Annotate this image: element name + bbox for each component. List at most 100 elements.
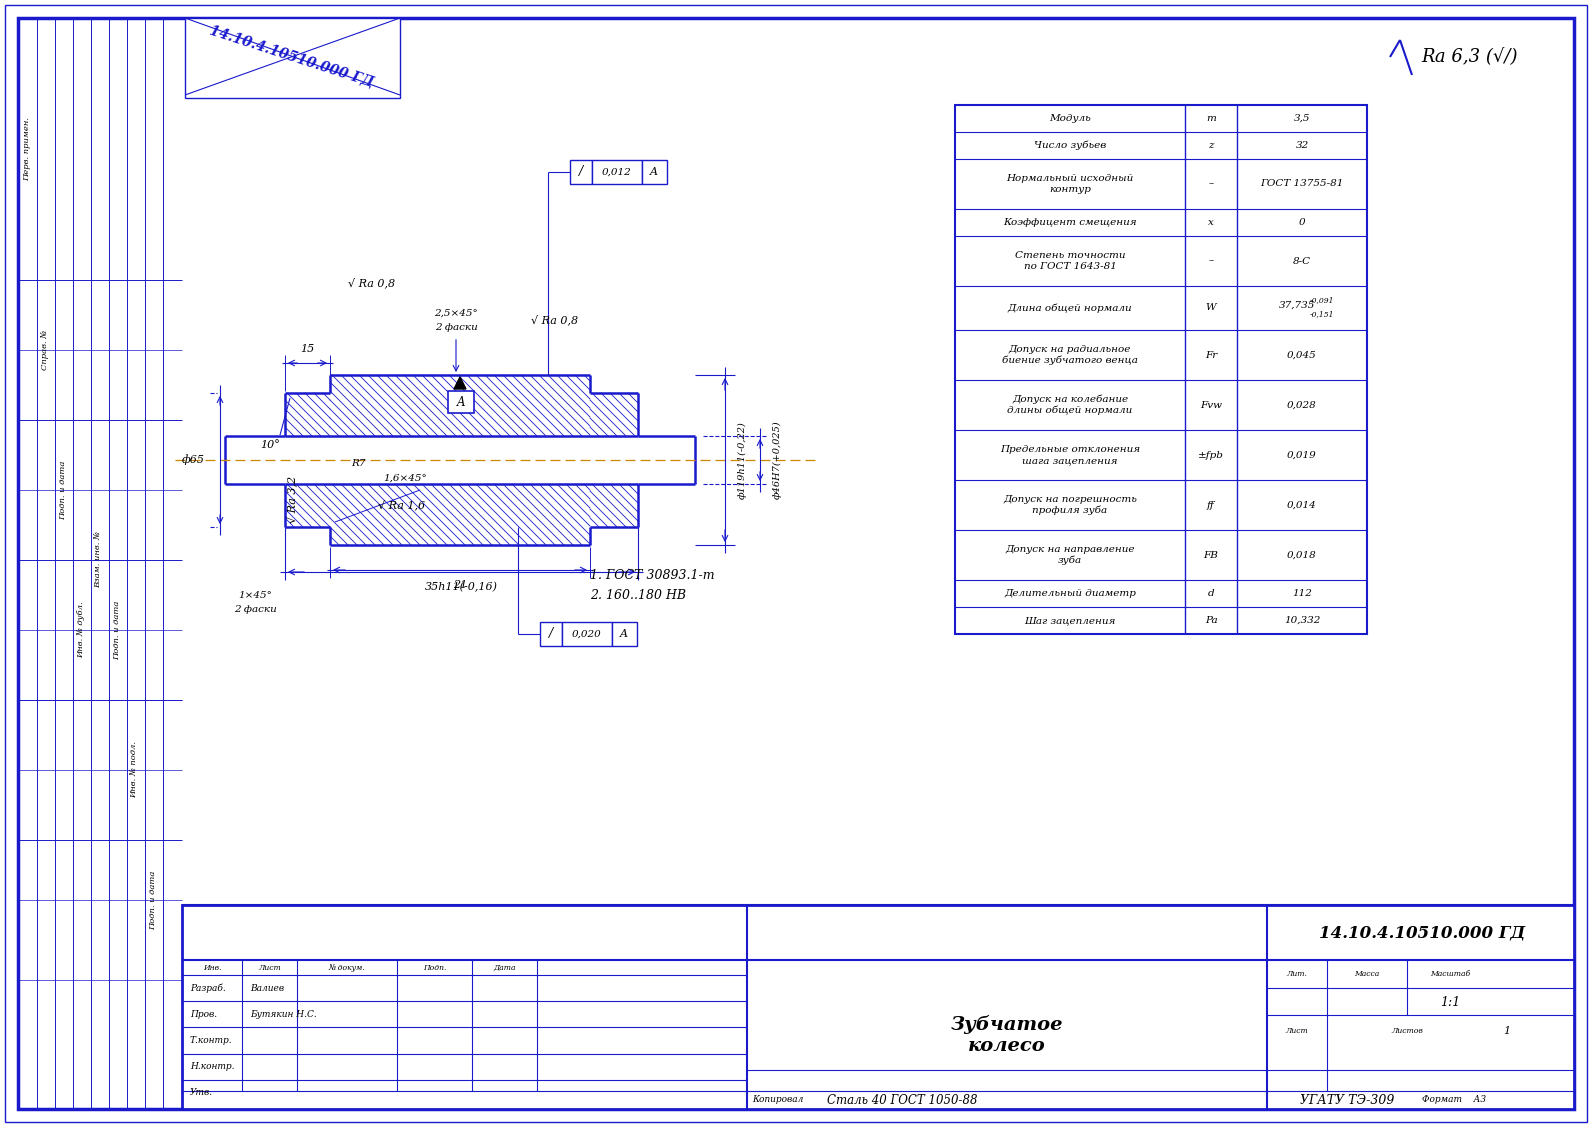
Text: 35h11(-0,16): 35h11(-0,16)	[425, 582, 498, 592]
Text: Допуск на направление
зуба: Допуск на направление зуба	[1005, 545, 1135, 565]
Text: √ Ra 3,2: √ Ra 3,2	[287, 476, 298, 523]
Bar	[562, 622, 611, 646]
Text: A: A	[457, 396, 465, 408]
Text: –: –	[1208, 257, 1213, 266]
Text: 2,5×45°: 2,5×45°	[435, 309, 478, 318]
Text: Н.контр.: Н.контр.	[189, 1063, 234, 1071]
Text: ff: ff	[1207, 500, 1215, 509]
Bar	[181, 905, 1574, 1109]
Text: Предельные отклонения
шага зацепления: Предельные отклонения шага зацепления	[1000, 445, 1140, 464]
Text: Модуль: Модуль	[1049, 114, 1091, 123]
Text: -0,091: -0,091	[1310, 296, 1334, 304]
Text: Т.контр.: Т.контр.	[189, 1036, 232, 1045]
Text: 0,018: 0,018	[1286, 550, 1317, 559]
Text: Лит.: Лит.	[1286, 970, 1307, 978]
Text: Сталь 40 ГОСТ 1050-88: Сталь 40 ГОСТ 1050-88	[826, 1093, 977, 1107]
Text: 2 фаски: 2 фаски	[435, 322, 478, 331]
Text: Подп. и дата: Подп. и дата	[113, 601, 121, 659]
Text: Валиев: Валиев	[250, 984, 283, 993]
Text: Допуск на радиальное
биение зубчатого венца: Допуск на радиальное биение зубчатого ве…	[1001, 345, 1138, 365]
Text: Ra 6,3 (√/): Ra 6,3 (√/)	[1422, 48, 1519, 66]
Text: Fr: Fr	[1205, 350, 1218, 360]
Bar	[570, 160, 592, 184]
Text: √ Ra 0,8: √ Ra 0,8	[532, 314, 578, 326]
Text: 37,735: 37,735	[1278, 301, 1315, 310]
Text: 2. 160..180 НВ: 2. 160..180 НВ	[591, 589, 686, 602]
Text: 0,020: 0,020	[572, 630, 602, 639]
Bar	[447, 391, 474, 412]
Text: 15: 15	[301, 344, 315, 354]
Bar	[540, 622, 562, 646]
Text: Подп. и дата: Подп. и дата	[150, 870, 158, 930]
Text: 3,5: 3,5	[1294, 114, 1310, 123]
Text: W: W	[1205, 303, 1216, 312]
Text: Коэффицент смещения: Коэффицент смещения	[1003, 218, 1137, 227]
Text: 1:1: 1:1	[1439, 995, 1460, 1009]
Text: 1: 1	[1503, 1026, 1511, 1036]
Text: Нормальный исходный
контур: Нормальный исходный контур	[1006, 175, 1134, 194]
Text: 21: 21	[452, 580, 466, 591]
Text: z: z	[1208, 141, 1213, 150]
Text: –: –	[1208, 179, 1213, 188]
Text: Бутякин Н.С.: Бутякин Н.С.	[250, 1010, 317, 1019]
Text: 0,028: 0,028	[1286, 400, 1317, 409]
Text: 0,014: 0,014	[1286, 500, 1317, 509]
Text: Зубчатое
колесо: Зубчатое колесо	[950, 1015, 1063, 1055]
Text: Листов: Листов	[1391, 1027, 1423, 1035]
Text: -0,151: -0,151	[1310, 310, 1334, 318]
Text: 8-С: 8-С	[1293, 257, 1312, 266]
Text: 0,012: 0,012	[602, 168, 632, 177]
Text: /: /	[549, 628, 552, 640]
Text: Допуск на колебание
длины общей нормали: Допуск на колебание длины общей нормали	[1008, 394, 1132, 415]
Text: Число зубьев: Число зубьев	[1033, 141, 1106, 150]
Text: Копировал: Копировал	[753, 1095, 804, 1104]
Bar	[955, 105, 1368, 635]
Text: /: /	[579, 166, 583, 178]
Text: Подп.: Подп.	[423, 964, 446, 971]
Text: 2 фаски: 2 фаски	[234, 605, 277, 614]
Text: Перв. примен.: Перв. примен.	[22, 117, 30, 181]
Text: Разраб.: Разраб.	[189, 984, 226, 993]
Text: Fvw: Fvw	[1200, 400, 1223, 409]
Text: x: x	[1208, 218, 1215, 227]
Text: 1. ГОСТ 30893.1-m: 1. ГОСТ 30893.1-m	[591, 569, 715, 582]
Text: m: m	[1207, 114, 1216, 123]
Text: A: A	[650, 167, 657, 177]
Text: ±fpb: ±fpb	[1199, 451, 1224, 460]
Text: Масштаб: Масштаб	[1430, 970, 1469, 978]
Text: √ Ra 1,6: √ Ra 1,6	[379, 499, 425, 511]
Text: Взам. инв. №: Взам. инв. №	[96, 532, 103, 588]
Text: Формат    А3: Формат А3	[1422, 1095, 1485, 1104]
Text: № докум.: № докум.	[328, 964, 366, 971]
Text: Шаг зацепления: Шаг зацепления	[1024, 616, 1116, 625]
Text: Pa: Pa	[1205, 616, 1218, 625]
Bar	[611, 622, 637, 646]
Text: 0,019: 0,019	[1286, 451, 1317, 460]
Bar	[592, 160, 642, 184]
Text: УГАТУ ТЭ-309: УГАТУ ТЭ-309	[1299, 1093, 1395, 1107]
Text: 0,045: 0,045	[1286, 350, 1317, 360]
Text: Степень точности
по ГОСТ 1643-81: Степень точности по ГОСТ 1643-81	[1014, 251, 1126, 270]
Text: 14.10.4.10510.000 ГД: 14.10.4.10510.000 ГД	[209, 23, 376, 89]
Text: Длина общей нормали: Длина общей нормали	[1008, 303, 1132, 313]
Text: Масса: Масса	[1355, 970, 1380, 978]
Text: Лист: Лист	[258, 964, 280, 971]
Text: FB: FB	[1204, 550, 1218, 559]
Text: Справ. №: Справ. №	[41, 330, 49, 370]
Text: R7: R7	[350, 459, 365, 468]
Text: Допуск на погрешность
профиля зуба: Допуск на погрешность профиля зуба	[1003, 495, 1137, 515]
Text: ГОСТ 13755-81: ГОСТ 13755-81	[1261, 179, 1344, 188]
Text: Инв. № подл.: Инв. № подл.	[131, 742, 139, 799]
Text: 112: 112	[1293, 589, 1312, 598]
Text: 32: 32	[1296, 141, 1309, 150]
Text: 10°: 10°	[259, 440, 280, 450]
Text: d: d	[1208, 589, 1215, 598]
Text: Делительный диаметр: Делительный диаметр	[1005, 589, 1137, 598]
Text: 0: 0	[1299, 218, 1305, 227]
Text: Подп. и дата: Подп. и дата	[59, 460, 67, 520]
Text: 10,332: 10,332	[1283, 616, 1320, 625]
Bar	[185, 18, 400, 98]
Text: √ Ra 0,8: √ Ra 0,8	[349, 277, 395, 289]
Text: Инв.: Инв.	[202, 964, 221, 971]
Text: Дата: Дата	[494, 964, 516, 971]
